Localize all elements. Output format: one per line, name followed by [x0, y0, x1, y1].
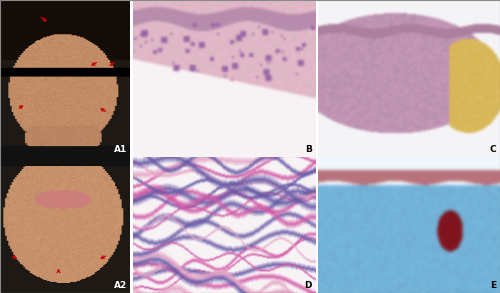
Text: A2: A2 [114, 281, 128, 290]
Text: A1: A1 [114, 145, 128, 154]
Text: E: E [490, 281, 496, 290]
Text: B: B [305, 145, 312, 154]
Text: D: D [304, 281, 312, 290]
Text: C: C [490, 145, 496, 154]
